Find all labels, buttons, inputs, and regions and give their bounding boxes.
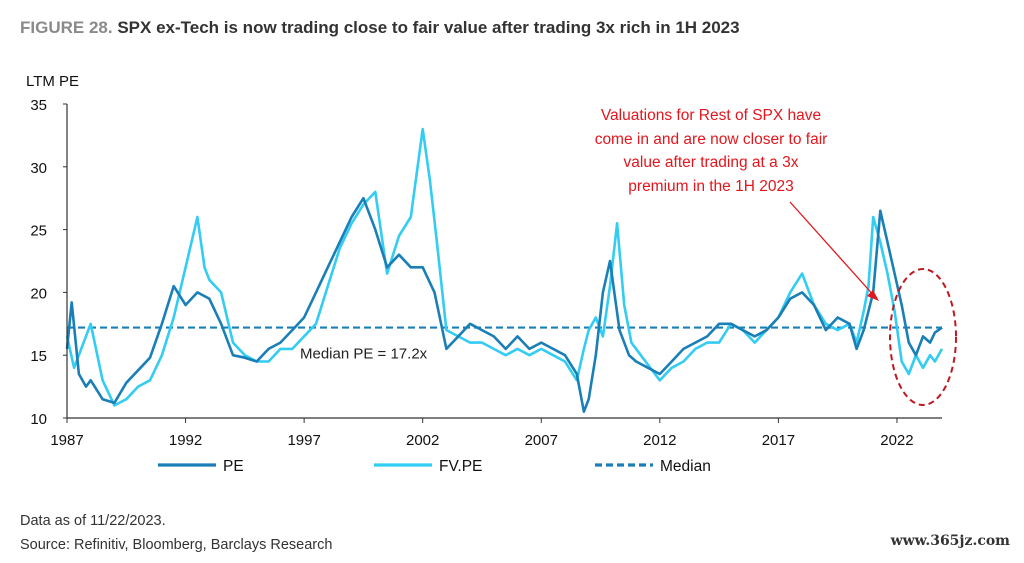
x-tick-label: 2017 (762, 432, 795, 449)
annotation-arrow (789, 201, 877, 299)
annotation-arrowhead (867, 290, 879, 301)
annotation-line: premium in the 1H 2023 (628, 177, 794, 195)
legend-item: PE (158, 458, 244, 475)
x-tick-label: 1992 (169, 432, 202, 449)
y-tick-label: 15 (30, 348, 47, 365)
annotation-text: Valuations for Rest of SPX have come in … (566, 104, 856, 198)
x-tick-label: 2012 (643, 432, 676, 449)
legend-label: FV.PE (439, 458, 482, 475)
y-tick-label: 20 (30, 285, 47, 302)
annotation-line: value after trading at a 3x (623, 154, 799, 171)
legend-item: Median (595, 458, 711, 475)
source-note: Source: Refinitiv, Bloomberg, Barclays R… (20, 537, 333, 553)
legend-item: FV.PE (374, 458, 482, 475)
y-tick-label: 30 (30, 160, 47, 177)
y-tick-label: 10 (30, 411, 47, 428)
annotation-line: come in and are now closer to fair (594, 130, 828, 148)
y-tick-label: 25 (30, 223, 47, 240)
x-tick-label: 2022 (880, 432, 913, 449)
median-label: Median PE = 17.2x (300, 346, 428, 363)
x-tick-label: 1997 (287, 432, 320, 449)
y-tick-label: 35 (30, 97, 47, 114)
series-line-pe (65, 196, 943, 414)
y-axis-label: LTM PE (26, 73, 80, 90)
x-tick-label: 2002 (406, 432, 439, 449)
series-line-fv-pe (65, 127, 944, 407)
figure-label: FIGURE 28. (20, 18, 113, 37)
x-tick-label: 2007 (525, 432, 558, 449)
legend-label: PE (223, 458, 244, 475)
title-text: SPX ex-Tech is now trading close to fair… (117, 18, 740, 37)
annotation-line: Valuations for Rest of SPX have (600, 107, 822, 124)
chart-title: FIGURE 28. SPX ex-Tech is now trading cl… (20, 18, 740, 38)
highlight-ellipse (889, 268, 957, 406)
watermark: www.365jz.com (890, 533, 1010, 549)
legend-label: Median (660, 458, 711, 475)
data-note: Data as of 11/22/2023. (20, 513, 166, 529)
x-tick-label: 1987 (50, 432, 83, 449)
